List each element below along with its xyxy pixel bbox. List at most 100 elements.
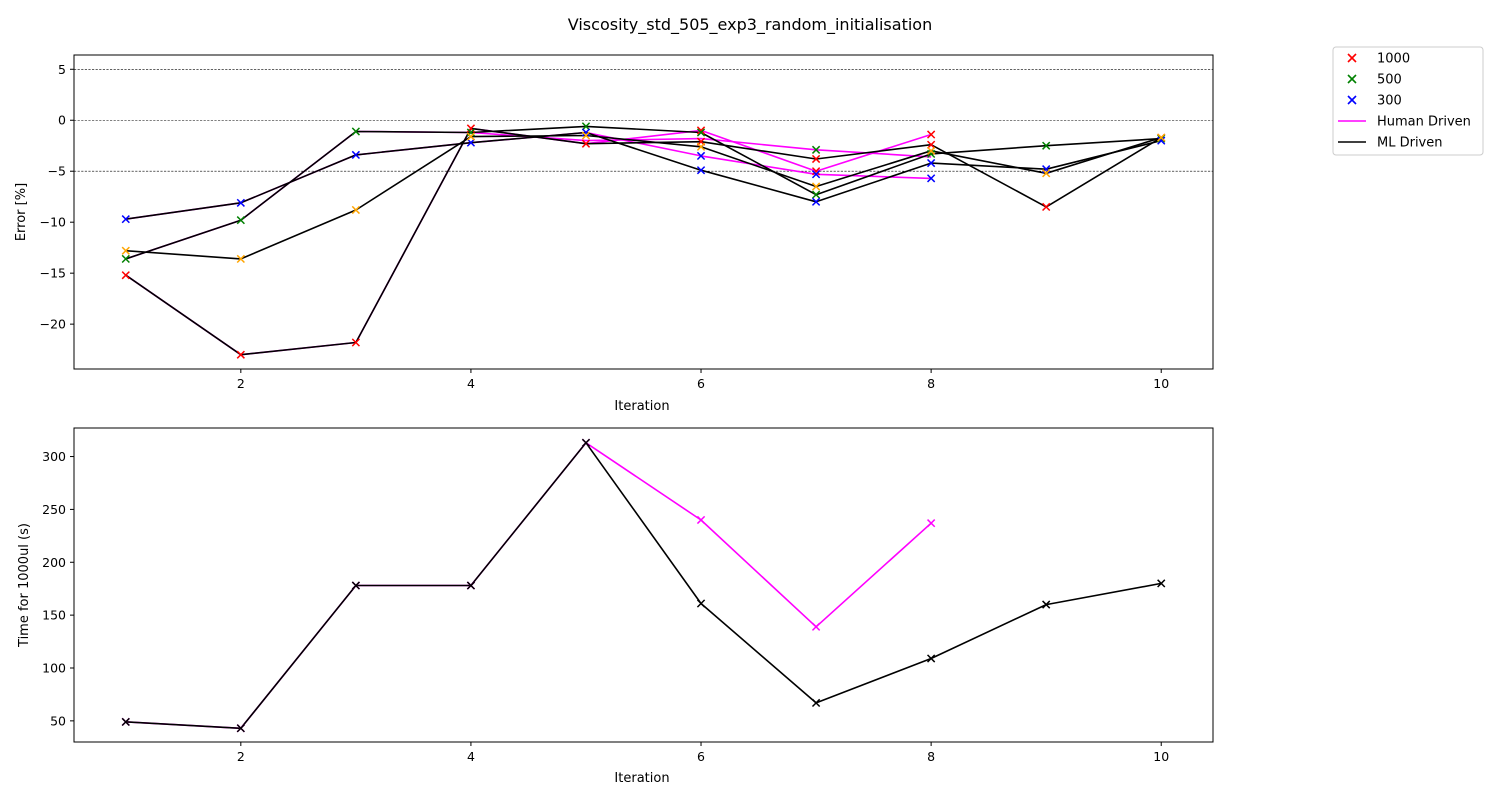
data-point-marker [811, 182, 821, 191]
y-tick-label: −15 [40, 266, 66, 281]
data-point-marker [581, 438, 591, 447]
data-point-marker [1042, 600, 1051, 609]
data-point-marker [926, 654, 936, 663]
legend-item: Human Driven [1338, 115, 1471, 130]
data-point-marker [1157, 133, 1166, 142]
figure-title: Viscosity_std_505_exp3_random_initialisa… [568, 15, 932, 35]
human-series-line [125, 127, 932, 356]
data-point-marker [121, 254, 130, 264]
legend-label: 500 [1377, 73, 1402, 88]
time-axis-ticks: 2 4 6 8 10 300 250 200 150 100 50 [42, 449, 1169, 764]
legend: 1000 500 300 Human Driven ML Driven [1332, 46, 1484, 156]
data-point-marker [466, 138, 476, 147]
legend-item: ML Driven [1338, 136, 1443, 151]
error-y-axis-label: Error [%] [14, 183, 29, 241]
error-plot-marks [74, 68, 1213, 359]
y-tick-label: 50 [50, 713, 66, 728]
data-point-marker [696, 599, 706, 608]
data-point-marker [811, 197, 821, 206]
data-point-marker [236, 350, 245, 359]
data-point-marker [811, 167, 821, 176]
legend-marker-swatch [1347, 95, 1357, 105]
data-point-marker [1042, 202, 1051, 212]
ml-series-line [125, 134, 1162, 260]
data-point-marker [696, 128, 706, 137]
data-point-marker [811, 154, 821, 164]
time-plot-marks [121, 438, 1166, 733]
data-point-marker [351, 338, 361, 347]
data-point-marker [811, 622, 821, 631]
data-point-marker [236, 198, 245, 207]
data-point-marker [581, 122, 591, 131]
data-point-marker [236, 254, 245, 264]
data-point-marker [466, 581, 476, 590]
x-tick-label: 10 [1153, 376, 1169, 391]
x-tick-label: 4 [467, 749, 475, 764]
y-tick-label: 5 [58, 62, 66, 77]
error-axis-ticks: 2 4 6 8 10 5 0 −5 −10 −15 −20 [40, 62, 1170, 391]
y-tick-label: 100 [42, 660, 66, 675]
x-tick-label: 8 [927, 376, 935, 391]
data-point-marker [1042, 141, 1051, 150]
data-point-marker [121, 246, 130, 255]
data-point-marker [1157, 579, 1166, 588]
data-point-marker [581, 128, 591, 137]
legend-label: 300 [1377, 94, 1402, 109]
error-x-axis-label: Iteration [614, 399, 669, 414]
legend-marker-swatch [1347, 74, 1357, 84]
data-point-marker [926, 519, 936, 528]
data-point-marker [926, 140, 936, 149]
y-tick-label: −5 [48, 164, 66, 179]
data-point-marker [351, 205, 361, 215]
x-tick-label: 4 [467, 376, 475, 391]
time-y-axis-label: Time for 1000ul (s) [17, 523, 32, 648]
legend-item: 1000 [1347, 52, 1410, 67]
data-point-marker [696, 151, 706, 161]
error-subplot: 2 4 6 8 10 5 0 −5 −10 −15 −20 Iteration Error [%] [14, 54, 1214, 414]
data-point-marker [696, 515, 706, 525]
human-series-line [125, 131, 932, 220]
data-point-marker [236, 724, 245, 733]
error-axes-frame [73, 54, 1214, 370]
time-axes-frame [73, 427, 1214, 743]
legend-label: ML Driven [1377, 136, 1443, 151]
data-point-marker [121, 215, 130, 224]
data-point-marker [926, 149, 936, 159]
data-point-marker [236, 216, 245, 225]
x-tick-label: 6 [697, 376, 705, 391]
data-point-marker [351, 127, 361, 136]
legend-label: 1000 [1377, 52, 1410, 67]
data-point-marker [811, 698, 821, 708]
y-tick-label: 250 [42, 502, 66, 517]
data-point-marker [926, 158, 936, 168]
data-point-marker [811, 190, 821, 199]
data-point-marker [466, 132, 476, 141]
ml-series-line [125, 125, 1162, 260]
ml-series-line [125, 441, 1162, 730]
y-tick-label: 0 [58, 113, 66, 128]
data-point-marker [351, 150, 361, 160]
ml-series-line [125, 127, 1162, 356]
legend-frame [1332, 46, 1484, 156]
data-point-marker [581, 131, 591, 140]
x-tick-label: 2 [237, 376, 245, 391]
data-point-marker [696, 166, 706, 175]
time-subplot: 2 4 6 8 10 300 250 200 150 100 50 Iteration Time f… [17, 427, 1214, 786]
legend-marker-swatch [1347, 53, 1357, 63]
y-tick-label: 200 [42, 555, 66, 570]
data-point-marker [121, 717, 130, 727]
human-series-line [125, 441, 932, 730]
y-tick-label: −10 [40, 215, 66, 230]
data-point-marker [581, 139, 591, 148]
ml-series-line [125, 131, 1162, 220]
data-point-marker [926, 174, 936, 183]
data-point-marker [351, 581, 361, 590]
data-point-marker [926, 130, 936, 139]
data-point-marker [926, 146, 936, 155]
legend-item: 500 [1347, 73, 1402, 88]
x-tick-label: 6 [697, 749, 705, 764]
y-tick-label: 300 [42, 449, 66, 464]
human-series-line [125, 130, 932, 260]
data-point-marker [1157, 136, 1166, 145]
